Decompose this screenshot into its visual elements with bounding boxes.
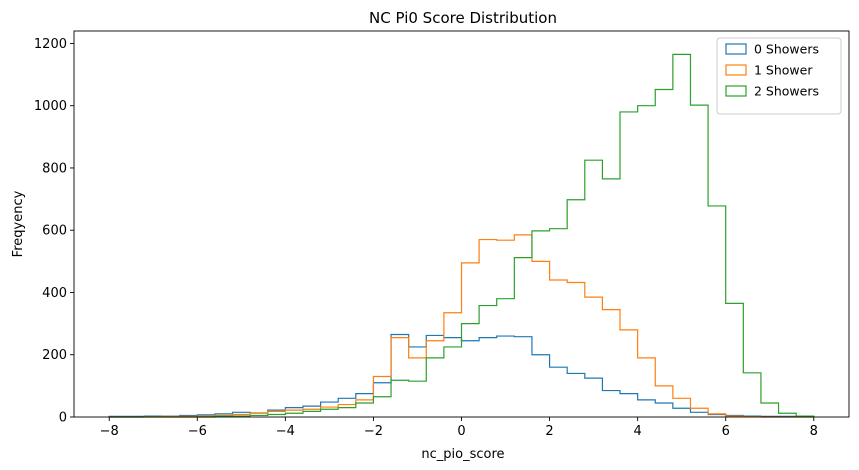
y-tick-label-1: 200 bbox=[42, 348, 67, 363]
legend-label-2: 2 Showers bbox=[754, 84, 819, 99]
x-tick-label-3: −2 bbox=[364, 424, 383, 439]
legend-swatch-1 bbox=[725, 64, 747, 76]
series-2 bbox=[109, 53, 815, 418]
axis-ticks: −8 −6 −4 −2 0 2 4 6 8 0 200 400 600 800 1000 1200 bbox=[34, 37, 818, 439]
x-tick-label-7: 6 bbox=[722, 424, 730, 439]
x-tick-label-2: −4 bbox=[276, 424, 295, 439]
series-line-2 bbox=[109, 53, 815, 418]
y-tick-label-4: 800 bbox=[42, 161, 67, 176]
x-tick-label-4: 0 bbox=[457, 424, 465, 439]
x-tick-label-8: 8 bbox=[810, 424, 818, 439]
legend-swatch-2 bbox=[725, 85, 747, 97]
legend-label-1: 1 Shower bbox=[754, 63, 813, 78]
y-axis-label: Freqyency bbox=[11, 190, 26, 257]
y-tick-label-6: 1200 bbox=[34, 37, 67, 52]
y-tick-label-2: 400 bbox=[42, 286, 67, 301]
legend-swatch-0 bbox=[725, 43, 747, 55]
y-tick-label-0: 0 bbox=[59, 411, 67, 426]
plot-area bbox=[108, 53, 815, 418]
legend-box bbox=[716, 37, 842, 115]
x-tick-label-5: 2 bbox=[545, 424, 553, 439]
y-tick-label-3: 600 bbox=[42, 224, 67, 239]
legend: 0 Showers 1 Shower 2 Showers bbox=[716, 37, 842, 115]
y-tick-label-5: 1000 bbox=[34, 99, 67, 114]
x-tick-label-1: −6 bbox=[188, 424, 207, 439]
series-1 bbox=[109, 234, 814, 418]
legend-label-0: 0 Showers bbox=[754, 42, 819, 57]
x-tick-label-6: 4 bbox=[633, 424, 641, 439]
x-tick-label-0: −8 bbox=[100, 424, 119, 439]
series-line-1 bbox=[109, 234, 814, 418]
x-axis-label: nc_pio_score bbox=[421, 447, 504, 462]
chart-title: NC Pi0 Score Distribution bbox=[369, 9, 557, 27]
